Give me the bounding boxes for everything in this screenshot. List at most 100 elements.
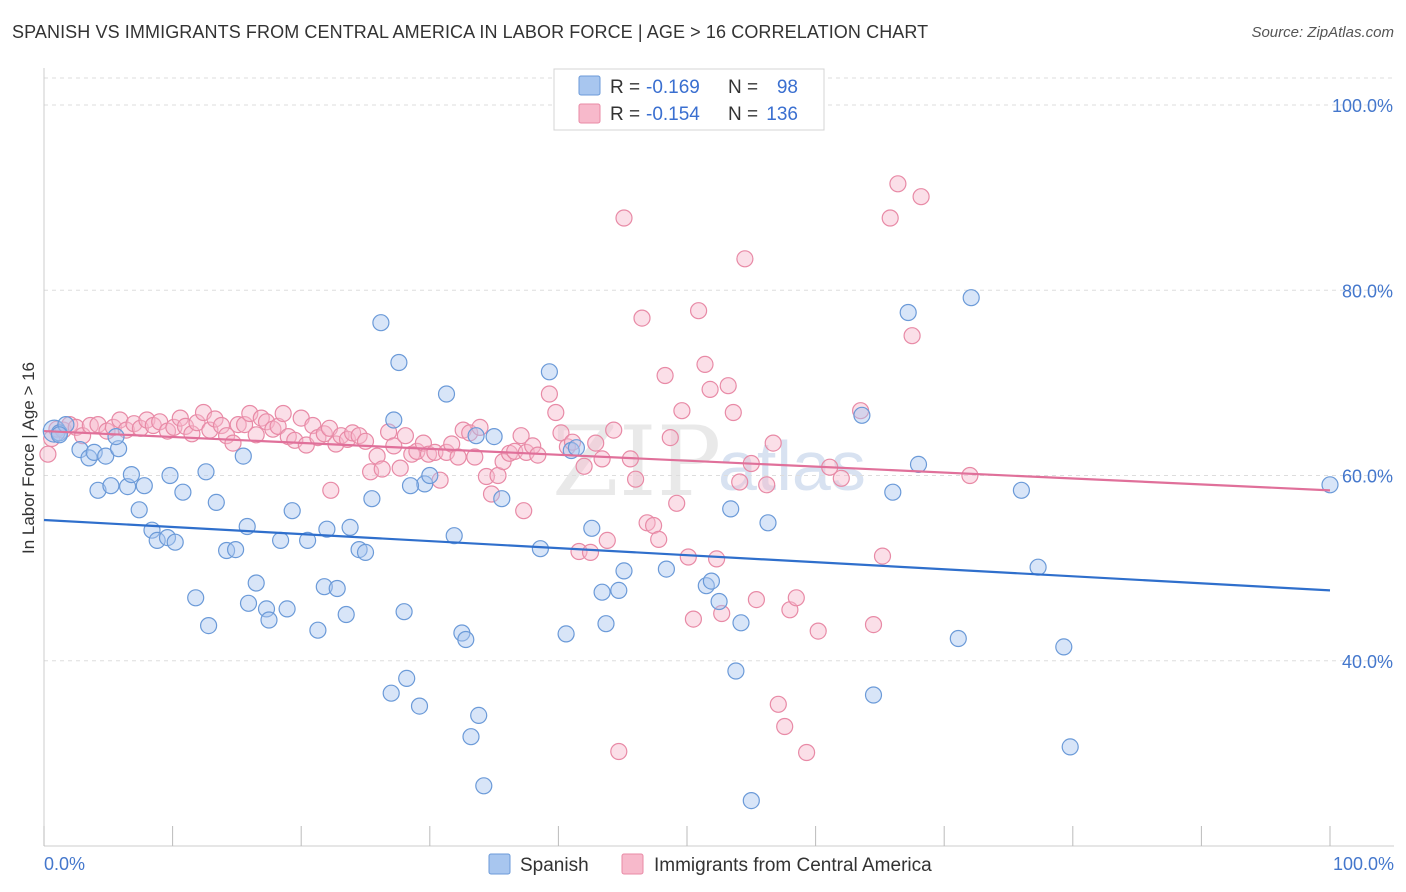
central-america-point-85 xyxy=(552,424,570,442)
central-america-point-108 xyxy=(684,610,703,628)
y-axis-title: In Labor Force | Age > 16 xyxy=(19,362,38,554)
spanish-point-86 xyxy=(909,455,928,473)
spanish-point-41 xyxy=(337,605,355,624)
central-america-point-110 xyxy=(696,355,714,373)
legend-r-label-2: R = xyxy=(610,104,640,125)
spanish-point-70 xyxy=(597,615,615,633)
central-america-point-63 xyxy=(419,445,438,463)
spanish-point-22 xyxy=(207,493,225,511)
spanish-point-72 xyxy=(615,562,633,580)
spanish-point-85 xyxy=(899,303,917,322)
x-tick-label-right: 100.0% xyxy=(1333,854,1394,874)
bottom-legend-label-spanish: Spanish xyxy=(520,855,589,876)
central-america-point-74 xyxy=(482,485,501,503)
spanish-point-3 xyxy=(50,426,69,444)
spanish-point-78 xyxy=(727,662,745,680)
legend-n-value-2: 136 xyxy=(766,104,798,125)
central-america-point-133 xyxy=(881,209,899,227)
central-america-point-68 xyxy=(449,448,467,466)
central-america-point-138 xyxy=(322,481,340,499)
central-america-point-114 xyxy=(719,377,737,395)
central-america-point-79 xyxy=(512,427,530,445)
central-america-point-104 xyxy=(661,429,679,447)
central-america-point-121 xyxy=(764,434,782,452)
spanish-point-82 xyxy=(853,406,871,424)
spanish-point-50 xyxy=(382,684,400,702)
central-america-point-62 xyxy=(414,434,432,452)
spanish-point-19 xyxy=(161,466,179,485)
spanish-point-51 xyxy=(398,669,416,688)
spanish-point-52 xyxy=(410,697,429,715)
spanish-point-13 xyxy=(122,466,140,484)
spanish-point-65 xyxy=(531,540,550,558)
spanish-point-61 xyxy=(485,428,503,446)
spanish-point-14 xyxy=(130,501,148,519)
spanish-point-92 xyxy=(1061,738,1079,756)
legend-n-value-1: 98 xyxy=(777,77,798,98)
spanish-point-77 xyxy=(722,500,740,518)
central-america-point-26 xyxy=(206,410,224,428)
central-america-point-116 xyxy=(731,473,749,491)
central-america-point-98 xyxy=(626,470,645,488)
central-america-point-93 xyxy=(598,531,616,550)
central-america-point-37 xyxy=(269,417,287,435)
central-america-point-106 xyxy=(673,402,691,420)
central-america-point-111 xyxy=(701,380,719,398)
spanish-point-73 xyxy=(657,560,676,578)
y-tick-label-3: 40.0% xyxy=(1342,652,1393,672)
spanish-point-55 xyxy=(437,385,456,403)
spanish-point-18 xyxy=(166,533,184,551)
bottom-legend-label-central-america: Immigrants from Central America xyxy=(654,855,932,876)
central-america-point-84 xyxy=(547,403,565,422)
central-america-point-131 xyxy=(864,615,883,634)
spanish-point-9 xyxy=(89,481,107,499)
central-america-point-0 xyxy=(39,445,57,463)
spanish-point-74 xyxy=(697,577,715,595)
central-america-point-122 xyxy=(769,695,787,713)
central-america-point-71 xyxy=(466,448,484,466)
central-america-point-54 xyxy=(368,447,386,465)
central-america-point-83 xyxy=(540,385,559,403)
y-tick-label-1: 80.0% xyxy=(1342,281,1393,301)
y-tick-labels: 100.0% 80.0% 60.0% 40.0% xyxy=(1332,96,1393,672)
spanish-point-62 xyxy=(475,777,493,795)
legend-swatch-spanish xyxy=(578,75,601,96)
spanish-point-45 xyxy=(363,490,381,508)
y-tick-label-2: 60.0% xyxy=(1342,467,1393,487)
central-america-point-55 xyxy=(373,460,391,478)
spanish-point-42 xyxy=(341,518,359,537)
central-america-point-11 xyxy=(111,411,129,429)
central-america-point-96 xyxy=(615,209,633,227)
spanish-point-80 xyxy=(742,791,760,810)
spanish-point-12 xyxy=(135,477,153,495)
x-ticks xyxy=(43,826,1331,846)
spanish-point-25 xyxy=(234,447,252,465)
spanish-point-56 xyxy=(445,527,463,545)
spanish-point-79 xyxy=(732,614,750,632)
central-america-point-95 xyxy=(610,742,628,761)
central-america-point-117 xyxy=(736,250,754,268)
spanish-point-47 xyxy=(385,411,403,429)
legend-r-label-1: R = xyxy=(610,77,640,98)
central-america-point-36 xyxy=(264,420,282,438)
spanish-point-10 xyxy=(102,477,120,495)
central-america-point-120 xyxy=(758,476,776,494)
central-america-point-59 xyxy=(396,427,414,445)
trend-line-central-america xyxy=(43,429,1331,492)
spanish-point-64 xyxy=(540,363,559,381)
spanish-point-24 xyxy=(227,540,245,559)
central-america-point-89 xyxy=(575,457,593,475)
spanish-point-35 xyxy=(283,502,301,520)
spanish-point-29 xyxy=(239,594,258,612)
central-america-point-136 xyxy=(912,188,930,206)
central-america-point-30 xyxy=(229,416,247,434)
central-america-point-27 xyxy=(212,416,231,435)
central-america-point-31 xyxy=(236,416,254,434)
spanish-point-31 xyxy=(257,600,276,618)
central-america-point-90 xyxy=(581,543,600,562)
spanish-point-32 xyxy=(260,611,278,629)
central-america-point-20 xyxy=(171,409,189,427)
spanish-point-76 xyxy=(710,592,728,611)
spanish-point-34 xyxy=(272,531,290,550)
spanish-point-20 xyxy=(174,483,192,501)
